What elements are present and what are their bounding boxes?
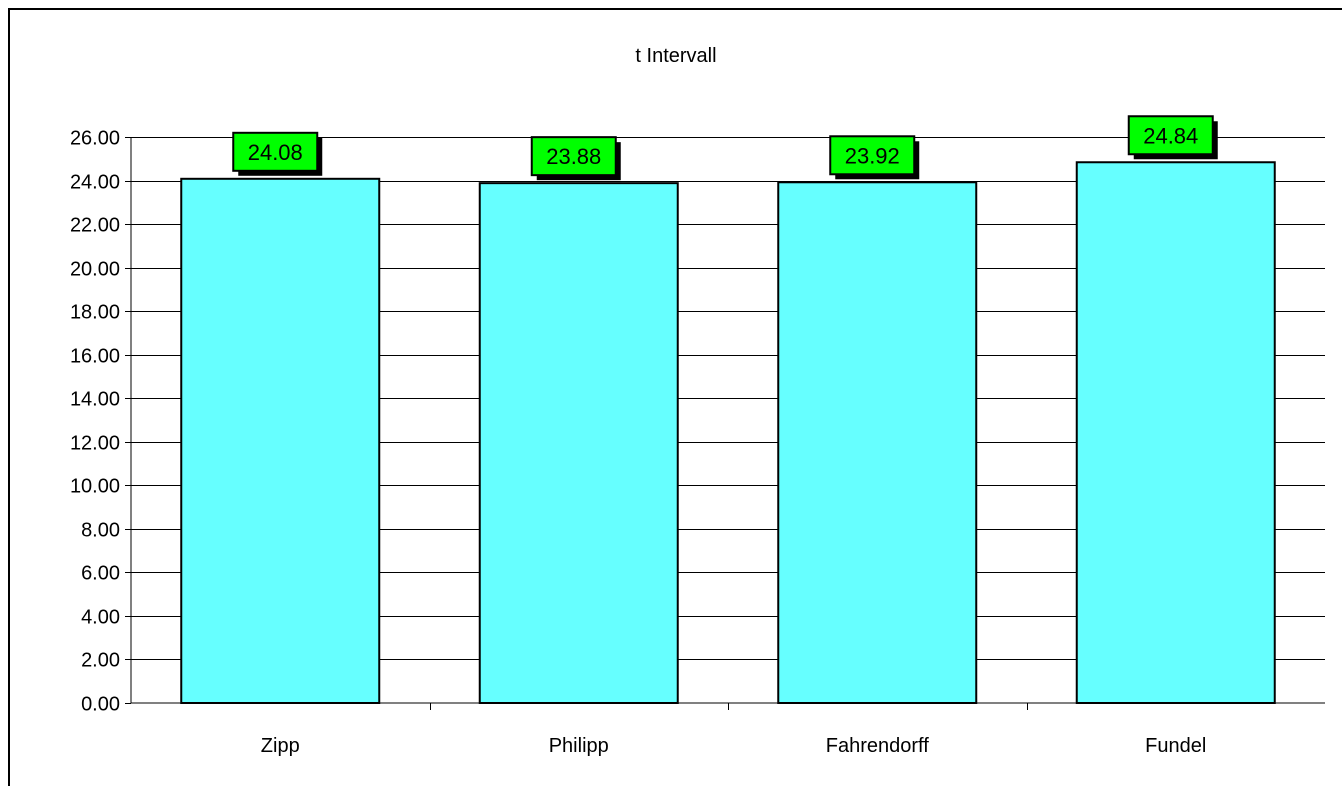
y-axis-ticks: 0.00 2.00 4.00 6.00 8.00 10.00 12.00 14.00 16.00… <box>70 128 131 716</box>
data-label: 23.92 <box>845 143 900 168</box>
data-label-box <box>530 136 617 177</box>
bar-zipp <box>180 177 381 704</box>
x-tick-label: Zipp <box>261 735 300 757</box>
x-tick-label: Fundel <box>1145 735 1206 757</box>
bar-fundel <box>1075 161 1276 704</box>
y-tick-label: 24.00 <box>70 172 120 194</box>
x-tick-label: Philipp <box>549 735 609 757</box>
y-tick-label: 14.00 <box>70 389 120 411</box>
x-axis-ticks: Zipp Philipp Fahrendorff Fundel <box>261 703 1206 757</box>
x-tick-label: Fahrendorff <box>826 735 929 757</box>
bar-fahrendorff <box>777 181 978 704</box>
y-tick-label: 6.00 <box>81 563 120 585</box>
data-label-box <box>829 135 916 176</box>
data-label: 23.88 <box>546 144 601 169</box>
y-tick-label: 2.00 <box>81 650 120 672</box>
y-tick-label: 8.00 <box>81 520 120 542</box>
y-tick-label: 26.00 <box>70 128 120 150</box>
data-label-box <box>232 131 319 172</box>
y-tick-label: 22.00 <box>70 215 120 237</box>
chart-title: t Intervall <box>635 45 716 67</box>
y-tick-label: 10.00 <box>70 476 120 498</box>
y-tick-label: 12.00 <box>70 433 120 455</box>
y-tick-label: 18.00 <box>70 302 120 324</box>
chart-border <box>8 8 1342 786</box>
bars <box>180 161 1276 705</box>
data-label-box <box>1127 115 1214 156</box>
data-label: 24.84 <box>1143 123 1198 148</box>
y-tick-label: 4.00 <box>81 607 120 629</box>
y-tick-label: 20.00 <box>70 259 120 281</box>
data-labels: 24.08 23.88 23.92 24.84 <box>232 115 1218 181</box>
data-label: 24.08 <box>248 140 303 165</box>
y-tick-label: 0.00 <box>81 694 120 716</box>
y-tick-label: 16.00 <box>70 346 120 368</box>
bar-philipp <box>478 182 679 705</box>
